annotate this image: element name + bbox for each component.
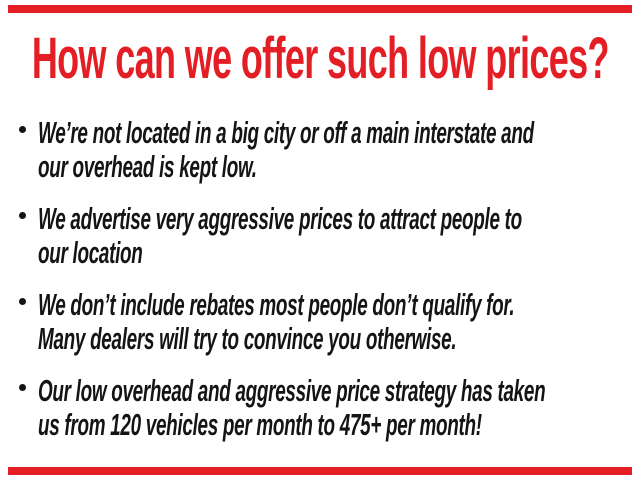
bullet-line: our overhead is kept low. — [38, 149, 257, 184]
bullet-icon — [19, 202, 38, 270]
bullet-text: We don’t include rebates most people don… — [38, 288, 630, 356]
bullet-icon — [19, 374, 38, 442]
bullet-line: our location — [38, 235, 143, 270]
headline-container: How can we offer such low prices? — [0, 30, 640, 88]
bullet-icon — [19, 116, 38, 184]
bullet-text: We advertise very aggressive prices to a… — [38, 202, 630, 270]
list-item: Our low overhead and aggressive price st… — [19, 374, 630, 442]
bullet-list: We’re not located in a big city or off a… — [19, 116, 630, 460]
list-item: We don’t include rebates most people don… — [19, 288, 630, 356]
bullet-line: We advertise very aggressive prices to a… — [38, 201, 522, 236]
bullet-line: We don’t include rebates most people don… — [38, 287, 515, 322]
list-item: We advertise very aggressive prices to a… — [19, 202, 630, 270]
bullet-line: us from 120 vehicles per month to 475+ p… — [38, 407, 482, 442]
list-item: We’re not located in a big city or off a… — [19, 116, 630, 184]
top-border-bar — [8, 5, 632, 13]
bullet-line: We’re not located in a big city or off a… — [38, 115, 534, 150]
bullet-text: We’re not located in a big city or off a… — [38, 116, 630, 184]
bottom-border-bar — [8, 467, 632, 475]
bullet-line: Many dealers will try to convince you ot… — [38, 321, 457, 356]
bullet-icon — [19, 288, 38, 356]
bullet-text: Our low overhead and aggressive price st… — [38, 374, 630, 442]
page-title: How can we offer such low prices? — [31, 26, 609, 91]
bullet-line: Our low overhead and aggressive price st… — [38, 373, 546, 408]
